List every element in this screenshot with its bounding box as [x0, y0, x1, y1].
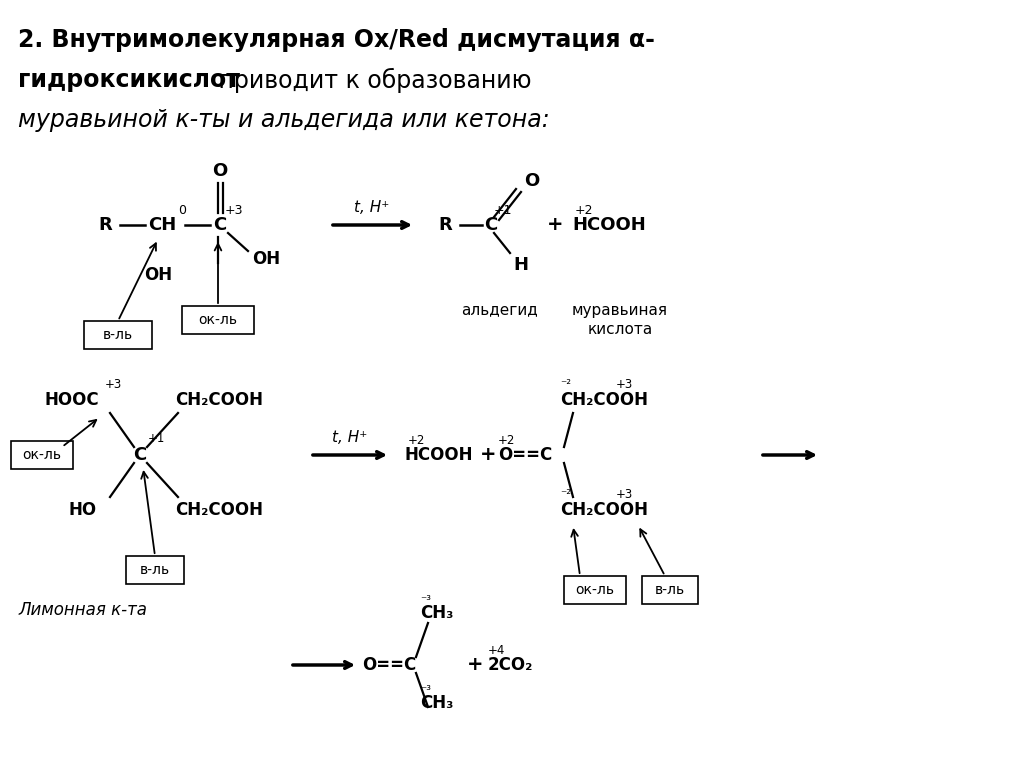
- Text: в-ль: в-ль: [103, 328, 133, 342]
- Text: HCOOH: HCOOH: [572, 216, 646, 234]
- Text: +3: +3: [616, 378, 633, 391]
- Text: +: +: [547, 216, 563, 235]
- Text: приводит к образованию: приводит к образованию: [211, 68, 531, 93]
- Text: муравьиной к-ты и альдегида или кетона:: муравьиной к-ты и альдегида или кетона:: [18, 108, 550, 132]
- Text: кислота: кислота: [588, 322, 652, 337]
- Text: C: C: [133, 446, 146, 464]
- Text: 2. Внутримолекулярная Ox/Red дисмутация α-: 2. Внутримолекулярная Ox/Red дисмутация …: [18, 28, 655, 52]
- Text: ок-ль: ок-ль: [23, 448, 61, 462]
- Text: HOOC: HOOC: [45, 391, 99, 409]
- Bar: [564, 576, 626, 604]
- Text: ок-ль: ок-ль: [199, 313, 238, 327]
- Bar: [182, 306, 254, 334]
- Text: t, H⁺: t, H⁺: [333, 430, 368, 445]
- Text: HO: HO: [68, 501, 96, 519]
- Text: CH₂COOH: CH₂COOH: [175, 391, 263, 409]
- Text: CH₂COOH: CH₂COOH: [560, 391, 648, 409]
- Text: CH₂COOH: CH₂COOH: [175, 501, 263, 519]
- Text: +2: +2: [498, 434, 515, 447]
- Text: +3: +3: [105, 378, 122, 391]
- Text: R: R: [98, 216, 112, 234]
- Text: +3: +3: [616, 489, 633, 502]
- Text: C: C: [213, 216, 226, 234]
- Text: ⁻³: ⁻³: [420, 594, 431, 607]
- Text: O: O: [524, 172, 540, 190]
- Text: альдегид: альдегид: [462, 302, 539, 318]
- Bar: [84, 321, 152, 349]
- Text: ⁻³: ⁻³: [420, 683, 431, 696]
- Text: OH: OH: [144, 266, 172, 284]
- Bar: [642, 576, 698, 604]
- Text: ⁻²: ⁻²: [560, 489, 571, 502]
- Text: CH: CH: [148, 216, 176, 234]
- Text: гидроксикислот: гидроксикислот: [18, 68, 240, 92]
- Text: OH: OH: [252, 250, 281, 268]
- Text: 2CO₂: 2CO₂: [488, 656, 534, 674]
- Text: 0: 0: [178, 205, 186, 218]
- Text: C: C: [484, 216, 498, 234]
- Text: +1: +1: [148, 433, 165, 446]
- Text: O==C: O==C: [362, 656, 416, 674]
- Text: HCOOH: HCOOH: [406, 446, 473, 464]
- Text: в-ль: в-ль: [655, 583, 685, 597]
- Text: O: O: [212, 162, 227, 180]
- Bar: [11, 441, 73, 469]
- Text: ок-ль: ок-ль: [575, 583, 614, 597]
- Text: +4: +4: [488, 644, 506, 657]
- Text: +: +: [480, 446, 497, 465]
- Text: ⁻²: ⁻²: [560, 378, 571, 391]
- Text: CH₂COOH: CH₂COOH: [560, 501, 648, 519]
- Text: Лимонная к-та: Лимонная к-та: [18, 601, 147, 619]
- Text: +1: +1: [494, 205, 512, 218]
- Text: +3: +3: [225, 205, 244, 218]
- Text: CH₃: CH₃: [420, 604, 454, 622]
- Text: в-ль: в-ль: [140, 563, 170, 577]
- Text: +2: +2: [575, 205, 594, 218]
- Text: муравьиная: муравьиная: [572, 302, 668, 318]
- Bar: [126, 556, 184, 584]
- Text: +2: +2: [408, 434, 425, 447]
- Text: t, H⁺: t, H⁺: [354, 199, 389, 215]
- Text: O==C: O==C: [498, 446, 552, 464]
- Text: +: +: [467, 656, 483, 674]
- Text: H: H: [513, 256, 528, 274]
- Text: CH₃: CH₃: [420, 694, 454, 712]
- Text: R: R: [438, 216, 452, 234]
